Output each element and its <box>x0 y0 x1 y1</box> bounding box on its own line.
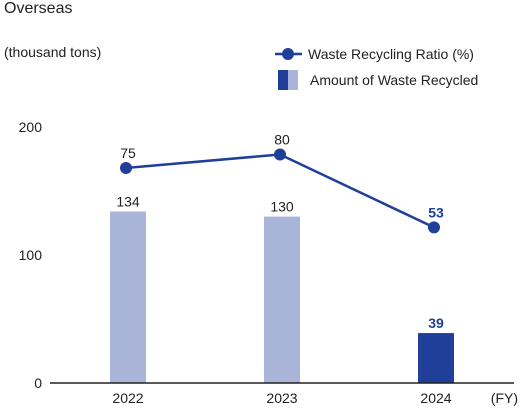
y-axis: 0 100 200 <box>19 119 43 391</box>
legend-bar-swatch-past <box>288 70 298 90</box>
y-tick-label: 0 <box>34 375 42 391</box>
legend-line-label: Waste Recycling Ratio (%) <box>308 46 474 62</box>
ratio-value-label: 80 <box>274 132 290 148</box>
line-series: 75 80 53 <box>120 132 444 234</box>
x-axis: 2022 2023 2024 <box>112 390 451 406</box>
bar-value-label: 130 <box>270 199 294 215</box>
chart-title: Overseas <box>4 0 73 17</box>
x-tick-label: 2023 <box>266 390 297 406</box>
bar-2024 <box>418 333 454 383</box>
legend-line-marker <box>282 48 294 60</box>
ratio-value-label: 75 <box>120 145 136 161</box>
y-axis-unit: (thousand tons) <box>4 44 102 60</box>
legend: Waste Recycling Ratio (%) Amount of Wast… <box>275 46 478 90</box>
x-axis-unit: (FY) <box>491 390 518 406</box>
ratio-point-2022 <box>120 162 132 174</box>
y-tick-label: 100 <box>19 247 43 263</box>
x-tick-label: 2024 <box>420 390 451 406</box>
ratio-value-label: 53 <box>428 204 444 220</box>
bar-2023 <box>264 216 300 383</box>
bar-value-label: 134 <box>116 193 140 209</box>
x-tick-label: 2022 <box>112 390 143 406</box>
bar-series <box>110 211 454 383</box>
ratio-point-2024 <box>428 221 440 234</box>
legend-bar-swatch-latest <box>278 70 288 90</box>
legend-bar-label: Amount of Waste Recycled <box>310 72 478 88</box>
bar-value-label: 39 <box>428 315 444 331</box>
bar-2022 <box>110 211 146 383</box>
bar-labels: 134 130 39 <box>116 193 444 331</box>
y-tick-label: 200 <box>19 119 43 135</box>
ratio-point-2023 <box>274 148 286 161</box>
ratio-line <box>125 153 435 229</box>
